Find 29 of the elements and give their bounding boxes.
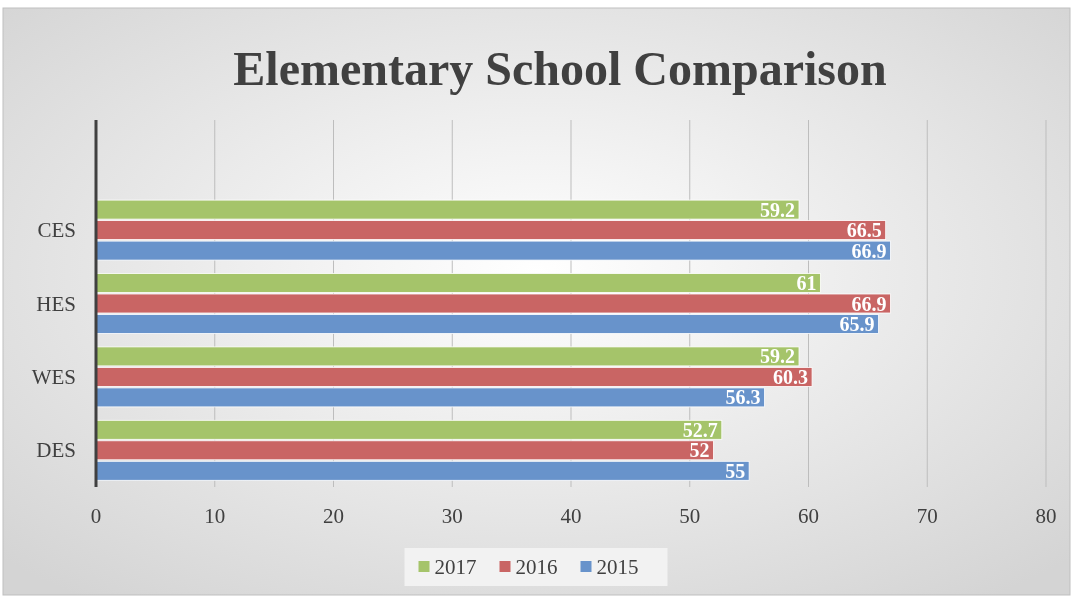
data-label: 61 (796, 272, 817, 294)
y-tick-label: HES (36, 291, 76, 316)
x-tick-label: 50 (679, 504, 701, 528)
x-tick-label: 10 (204, 504, 226, 528)
y-tick-label: WES (31, 364, 76, 389)
x-tick-label: 40 (560, 504, 582, 528)
x-tick-label: 20 (323, 504, 344, 528)
y-tick-label: CES (37, 218, 76, 243)
data-label: 52 (689, 439, 710, 462)
data-label: 59.2 (760, 198, 795, 221)
chart-title: Elementary School Comparison (233, 42, 887, 95)
y-tick-label: DES (36, 438, 76, 463)
data-label: 66.9 (851, 292, 887, 315)
legend-label: 2015 (596, 555, 639, 579)
data-label: 52.7 (682, 418, 718, 441)
data-label: 65.9 (839, 313, 875, 335)
x-tick-label: 70 (916, 504, 938, 528)
x-tick-label: 0 (90, 504, 102, 528)
x-tick-label: 30 (441, 504, 463, 528)
text: 2016 (515, 555, 558, 579)
x-tick-label: 60 (798, 504, 819, 528)
data-label: 66.9 (851, 239, 887, 262)
data-label: 59.2 (760, 345, 795, 368)
data-label: 60.3 (773, 365, 809, 388)
data-label: 66.5 (846, 219, 882, 242)
legend-label: 2017 (434, 555, 477, 579)
data-label: 55 (725, 459, 746, 482)
x-tick-label: 80 (1035, 504, 1057, 528)
data-label: 56.3 (725, 386, 761, 409)
